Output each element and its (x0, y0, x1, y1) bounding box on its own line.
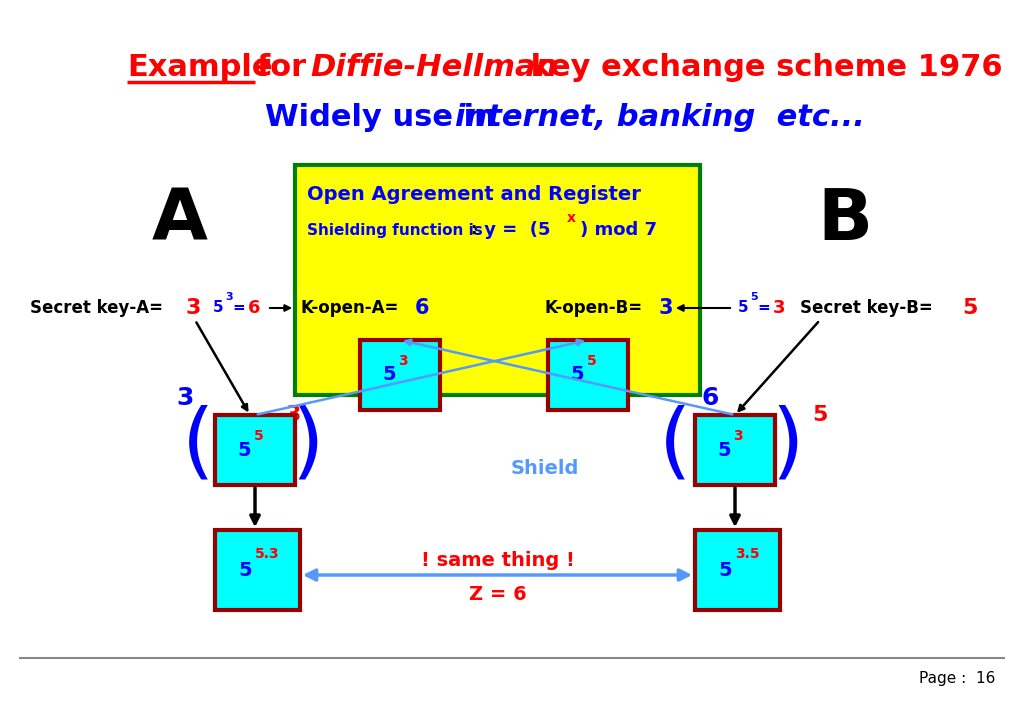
Text: 3: 3 (225, 292, 232, 302)
Text: 5: 5 (718, 441, 731, 459)
Text: for: for (257, 53, 316, 82)
Text: Example: Example (127, 53, 272, 82)
Text: 5: 5 (213, 301, 223, 316)
Text: Widely use in: Widely use in (265, 104, 507, 132)
FancyBboxPatch shape (215, 530, 300, 610)
Text: Shielding function is: Shielding function is (307, 223, 482, 237)
Text: 5: 5 (812, 405, 827, 425)
Text: y =  (5: y = (5 (478, 221, 551, 239)
Text: Page :  16: Page : 16 (919, 670, 995, 685)
FancyBboxPatch shape (548, 340, 628, 410)
FancyBboxPatch shape (215, 415, 295, 485)
Text: 5.3: 5.3 (255, 547, 280, 561)
Text: 5: 5 (570, 365, 584, 385)
Text: =: = (757, 301, 770, 316)
FancyBboxPatch shape (695, 415, 775, 485)
Text: key exchange scheme 1976: key exchange scheme 1976 (520, 53, 1002, 82)
Text: 5: 5 (253, 429, 263, 443)
Text: ): ) (292, 405, 325, 486)
Text: K-open-B=: K-open-B= (545, 299, 643, 317)
Text: 5: 5 (587, 354, 596, 368)
Text: x: x (567, 211, 575, 225)
Text: 3: 3 (398, 354, 408, 368)
Text: 3.5: 3.5 (735, 547, 760, 561)
Text: 6: 6 (701, 386, 719, 410)
Text: 5: 5 (738, 301, 749, 316)
Text: 5: 5 (382, 365, 396, 385)
Text: :: : (470, 223, 476, 237)
Text: 5: 5 (750, 292, 758, 302)
Text: Open Agreement and Register: Open Agreement and Register (307, 186, 641, 205)
Text: 3: 3 (176, 386, 194, 410)
Text: K-open-A=: K-open-A= (300, 299, 398, 317)
Text: (: ( (658, 405, 691, 486)
Text: 5: 5 (239, 560, 253, 579)
Text: 3: 3 (733, 429, 743, 443)
Text: 3: 3 (773, 299, 785, 317)
FancyBboxPatch shape (360, 340, 440, 410)
Text: 6: 6 (248, 299, 260, 317)
Text: 5: 5 (238, 441, 251, 459)
FancyBboxPatch shape (295, 165, 700, 395)
Text: Shield: Shield (511, 459, 580, 478)
Text: Diffie-Hellman: Diffie-Hellman (310, 53, 557, 82)
FancyBboxPatch shape (695, 530, 780, 610)
Text: ): ) (772, 405, 804, 486)
Text: 3: 3 (186, 298, 202, 318)
Text: Secret key-B=: Secret key-B= (800, 299, 933, 317)
Text: Z = 6: Z = 6 (469, 585, 527, 604)
Text: 6: 6 (415, 298, 429, 318)
Text: B: B (817, 186, 872, 255)
Text: =: = (232, 301, 245, 316)
Text: Secret key-A=: Secret key-A= (30, 299, 163, 317)
Text: ! same thing !: ! same thing ! (421, 550, 574, 570)
Text: 5: 5 (962, 298, 977, 318)
Text: A: A (152, 186, 208, 255)
Text: ) mod 7: ) mod 7 (580, 221, 657, 239)
Text: 3: 3 (659, 298, 674, 318)
Text: internet, banking  etc...: internet, banking etc... (455, 104, 865, 132)
Text: 5: 5 (719, 560, 732, 579)
Text: 3: 3 (286, 405, 301, 425)
Text: (: ( (181, 405, 214, 486)
